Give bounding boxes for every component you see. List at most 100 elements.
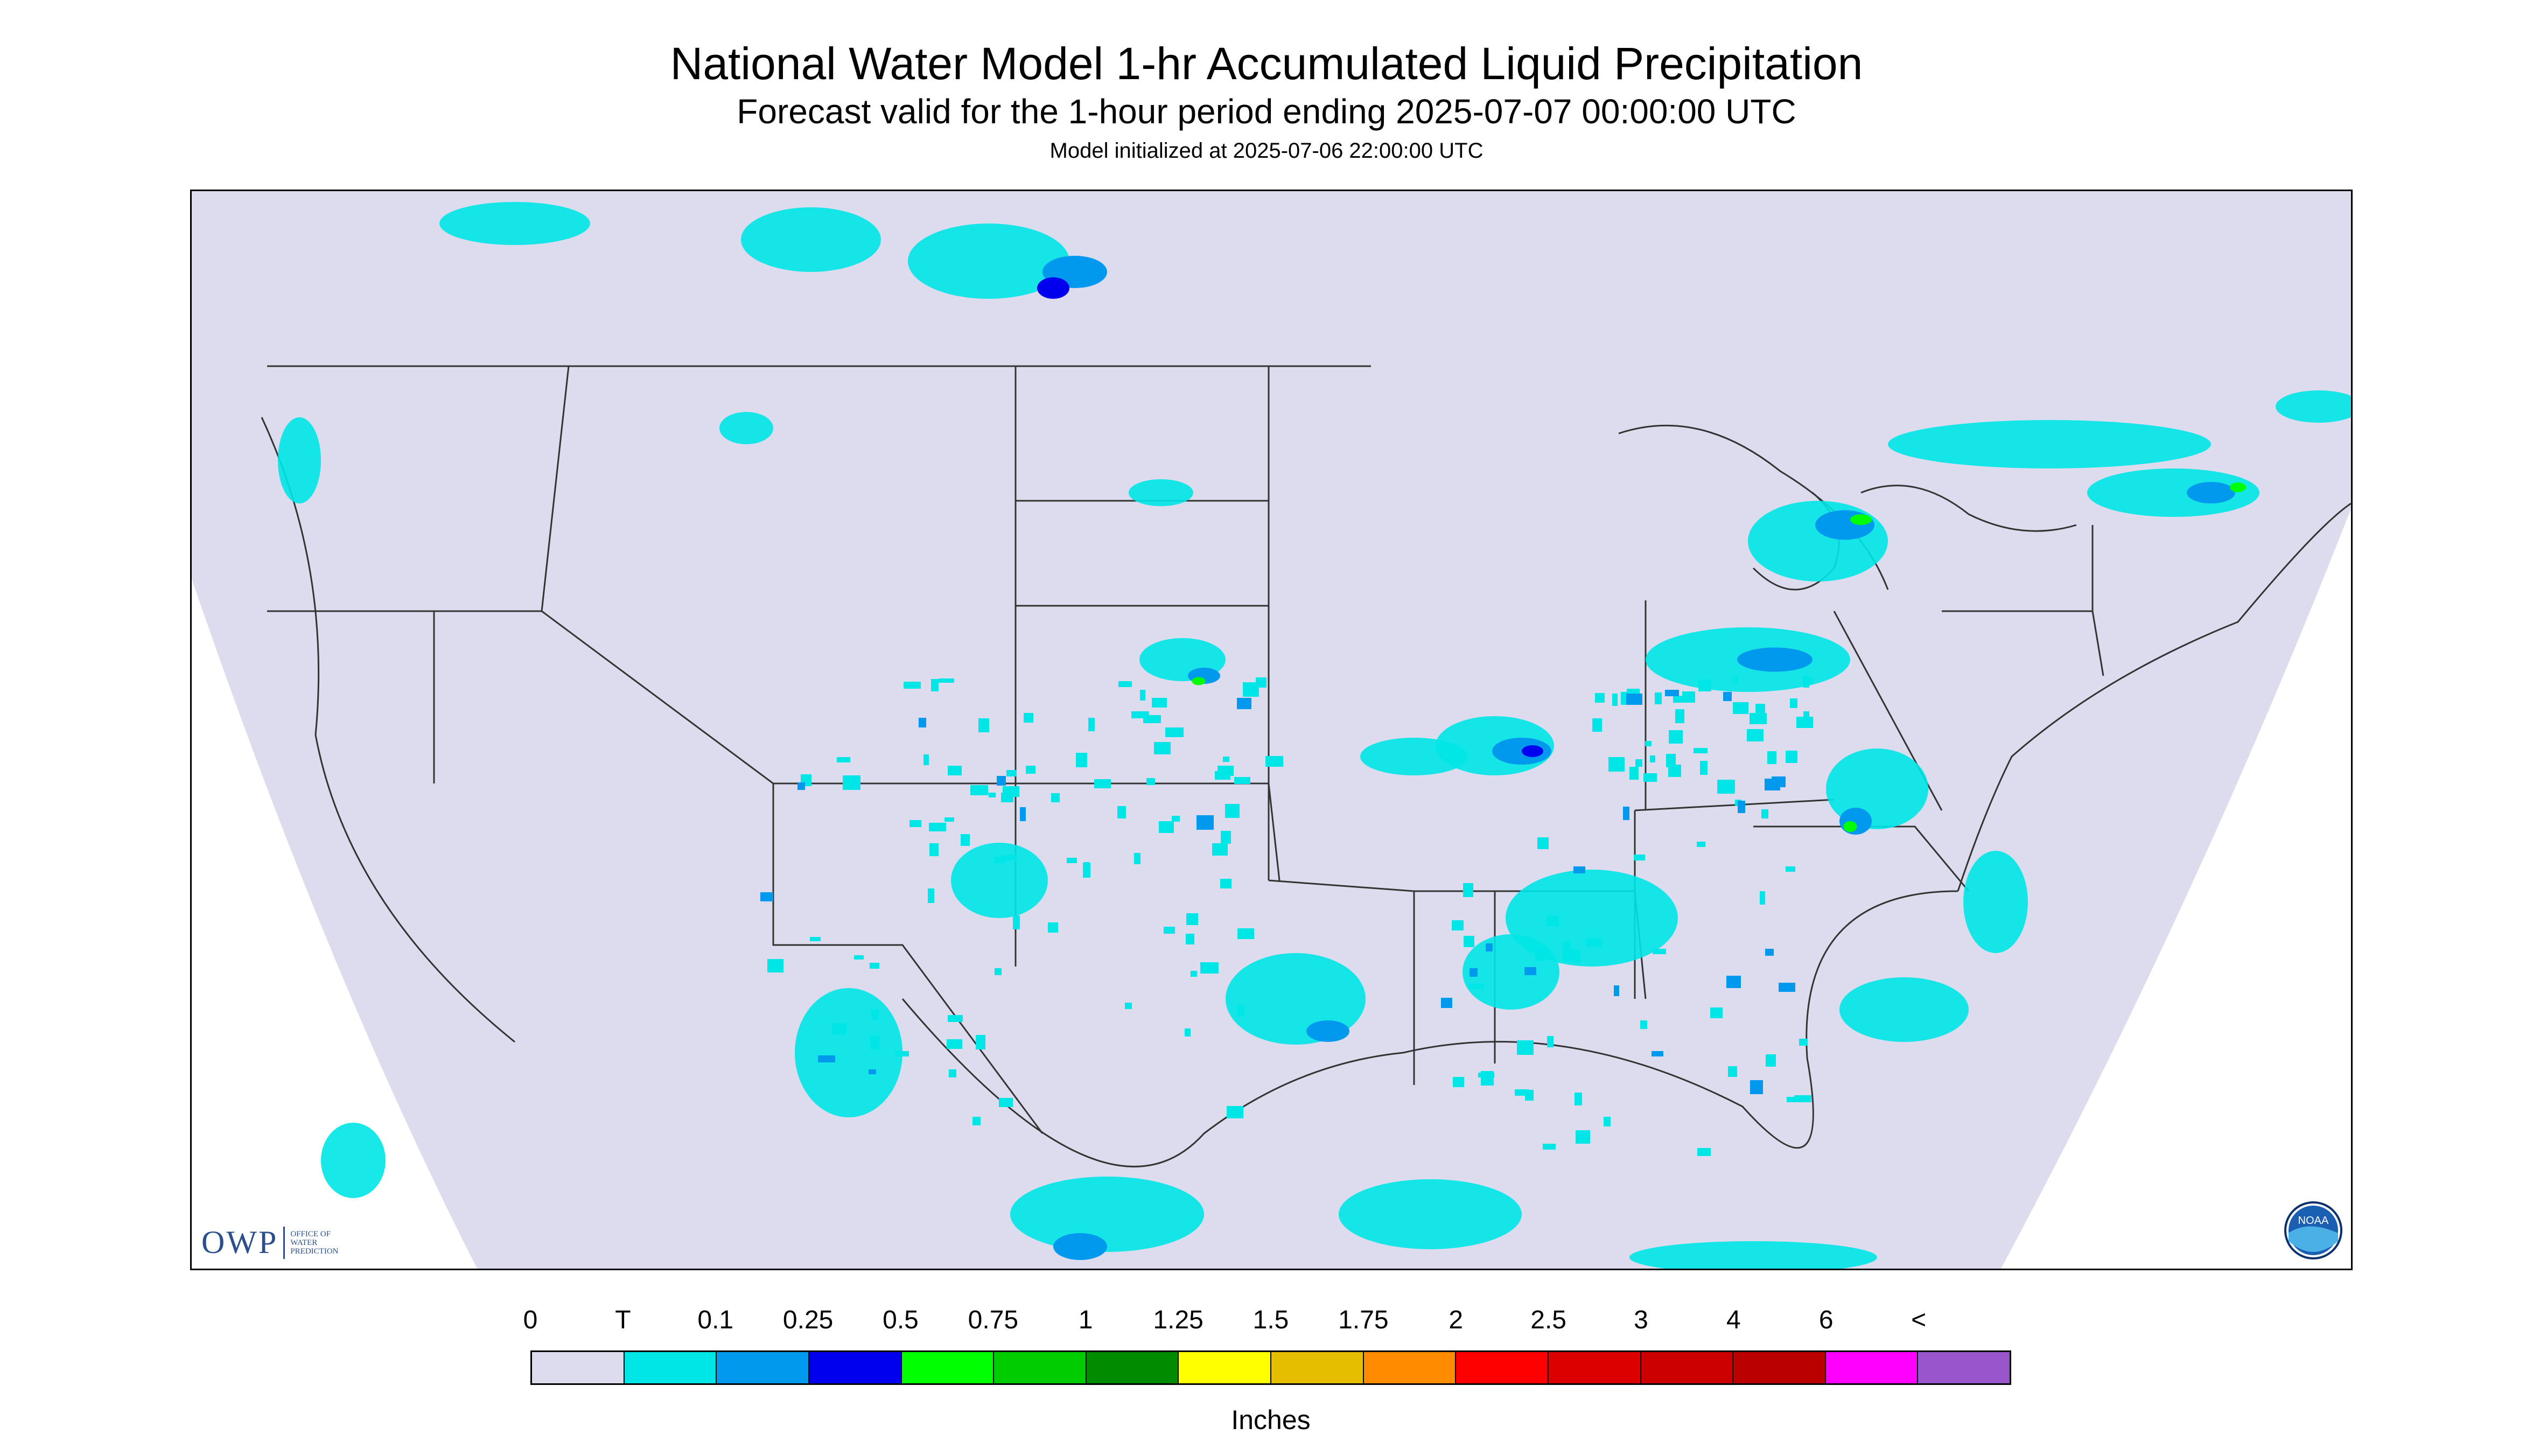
- precipitation-cell: [1750, 1080, 1763, 1094]
- precipitation-cell: [949, 1069, 956, 1077]
- precipitation-cell: [1084, 862, 1089, 871]
- precipitation-cell: [1767, 751, 1776, 764]
- precipitation-cell: [1452, 920, 1464, 930]
- precipitation-cell: [1755, 704, 1765, 716]
- precipitation-cell: [1760, 891, 1765, 905]
- legend-tick-label: T: [615, 1306, 631, 1334]
- precipitation-cell: [923, 754, 929, 765]
- precipitation-area: [1748, 501, 1888, 582]
- precipitation-cell: [1634, 855, 1645, 860]
- precipitation-cell: [1623, 807, 1629, 820]
- precipitation-cell: [1547, 916, 1559, 926]
- map-title: National Water Model 1-hr Accumulated Li…: [670, 38, 1863, 89]
- precipitation-cell: [1212, 843, 1228, 856]
- precipitation-cell: [909, 820, 921, 827]
- precipitation-cell: [1700, 761, 1708, 775]
- precipitation-cell: [1051, 793, 1060, 802]
- precipitation-cell: [1575, 1093, 1582, 1105]
- precipitation-cell: [1604, 1117, 1611, 1126]
- precipitation-cell: [1765, 779, 1780, 790]
- precipitation-cell: [1134, 853, 1140, 864]
- precipitation-cell: [1543, 1144, 1556, 1150]
- precipitation-cell: [1612, 694, 1618, 706]
- precipitation-cell: [1200, 962, 1219, 974]
- legend-tick-label: 6: [1818, 1306, 1834, 1334]
- precipitation-cell: [1234, 777, 1250, 784]
- precipitation-cell: [760, 892, 773, 901]
- precipitation-cell: [837, 757, 850, 762]
- precipitation-cell: [1717, 780, 1735, 794]
- precipitation-cell: [904, 682, 921, 689]
- owp-logo-divider: [283, 1226, 285, 1259]
- precipitation-cell: [1453, 1077, 1464, 1087]
- precipitation-cell: [1220, 879, 1231, 888]
- precipitation-cell: [1486, 943, 1493, 951]
- legend-tick-label: 1.5: [1252, 1306, 1289, 1334]
- legend-bin-10: [1456, 1352, 1549, 1383]
- precipitation-cell: [895, 1051, 909, 1056]
- precipitation-cell: [1697, 842, 1705, 847]
- precipitation-area: [1506, 870, 1678, 967]
- legend-bin-11: [1548, 1352, 1641, 1383]
- precipitation-area: [1339, 1179, 1522, 1249]
- precipitation-cell: [1117, 806, 1126, 818]
- legend-bin-0: [532, 1352, 625, 1383]
- precipitation-cell: [1652, 1051, 1663, 1056]
- precipitation-area: [1129, 479, 1193, 506]
- legend-bin-13: [1733, 1352, 1826, 1383]
- precipitation-cell: [1185, 1028, 1191, 1037]
- precipitation-cell: [1608, 757, 1625, 772]
- owp-name-line-3: PREDICTION: [290, 1247, 339, 1256]
- legend-tick-label: 1.25: [1153, 1306, 1203, 1334]
- precipitation-cell: [1186, 934, 1194, 944]
- precipitation-cell: [1227, 1106, 1243, 1118]
- precipitation-cell: [1537, 837, 1549, 849]
- precipitation-cell: [995, 968, 1002, 975]
- precipitation-cell: [1256, 677, 1266, 688]
- precipitation-cell: [1645, 741, 1652, 746]
- precipitation-cell: [1761, 809, 1768, 818]
- precipitation-cell: [961, 834, 970, 846]
- precipitation-cell: [1799, 1039, 1808, 1046]
- precipitation-cell: [1140, 690, 1145, 701]
- precipitation-cell: [870, 1035, 879, 1049]
- legend-tick-label: 4: [1726, 1306, 1741, 1334]
- precipitation-cell: [1006, 770, 1017, 776]
- precipitation-cell: [1048, 922, 1058, 933]
- precipitation-cell: [1733, 702, 1748, 714]
- precipitation-cell: [947, 1039, 962, 1049]
- map-background: [192, 191, 2351, 1269]
- precipitation-cell: [1614, 985, 1619, 996]
- precipitation-cell: [994, 857, 1005, 863]
- precipitation-cell: [1643, 773, 1657, 782]
- precipitation-cell: [1635, 759, 1642, 767]
- precipitation-area: [1053, 1233, 1107, 1260]
- precipitation-cell: [1586, 938, 1602, 947]
- precipitation-cell: [1165, 727, 1184, 737]
- precipitation-cell: [948, 766, 962, 775]
- precipitation-legend: 0 T 0.1 0.25 0.5 0.75 1 1.25 1.5 1.75 2 2.5 3 4 6 < Inc…: [523, 1292, 2014, 1443]
- precipitation-area: [1010, 1177, 1204, 1252]
- legend-bin-3: [809, 1352, 902, 1383]
- precipitation-cell: [1223, 757, 1229, 762]
- precipitation-cell: [1728, 1066, 1737, 1077]
- precipitation-cell: [997, 776, 1006, 786]
- precipitation-cell: [1024, 713, 1033, 723]
- owp-name-line-1: OFFICE OF: [290, 1229, 331, 1238]
- precipitation-cell: [1237, 1005, 1244, 1017]
- noaa-logo-text: NOAA: [2298, 1215, 2329, 1227]
- precipitation-cell: [1668, 765, 1681, 777]
- owp-logo-letters: OWP: [201, 1224, 278, 1260]
- precipitation-cell: [1786, 866, 1795, 872]
- precipitation-cell: [1640, 1020, 1647, 1029]
- precipitation-cell: [1143, 715, 1161, 723]
- legend-bin-7: [1179, 1352, 1271, 1383]
- precipitation-cell: [1515, 1089, 1529, 1096]
- precipitation-cell: [1002, 855, 1017, 860]
- precipitation-cell: [999, 1098, 1013, 1107]
- precipitation-cell: [1765, 949, 1774, 956]
- precipitation-cell: [870, 963, 879, 969]
- precipitation-cell: [1225, 804, 1240, 818]
- precipitation-cell: [1803, 676, 1809, 688]
- legend-units: Inches: [1231, 1405, 1311, 1435]
